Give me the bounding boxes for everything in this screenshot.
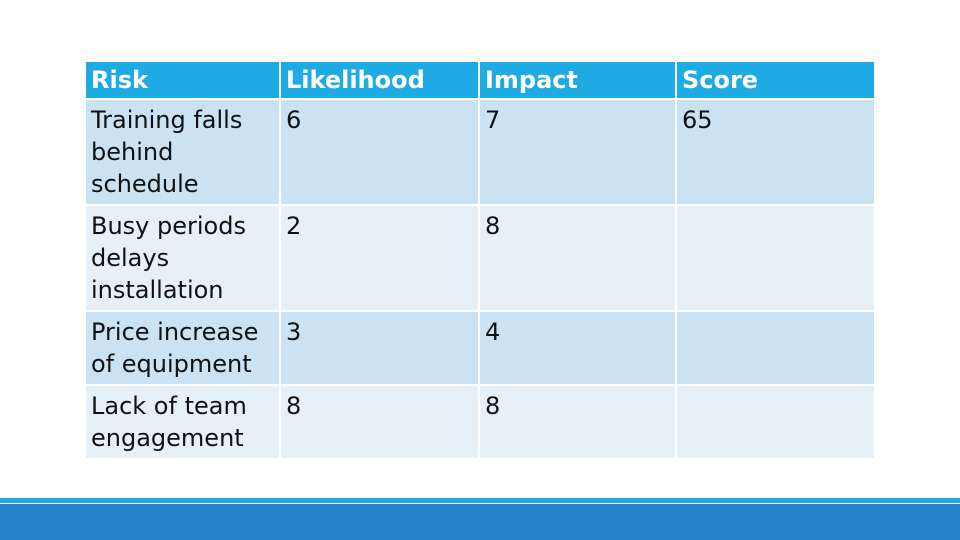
- header-likelihood: Likelihood: [280, 62, 478, 98]
- header-score: Score: [676, 62, 874, 98]
- footer-bar: [0, 504, 960, 540]
- cell-risk: Training falls behind schedule: [86, 100, 279, 204]
- header-risk: Risk: [86, 62, 279, 98]
- cell-impact: 4: [479, 312, 675, 384]
- cell-impact: 8: [479, 206, 675, 310]
- table-row: Training falls behind schedule 6 7 65: [86, 100, 874, 204]
- cell-likelihood: 8: [280, 386, 478, 458]
- cell-score: [676, 386, 874, 458]
- cell-risk: Lack of team engagement: [86, 386, 279, 458]
- cell-score: [676, 312, 874, 384]
- table-row: Lack of team engagement 8 8: [86, 386, 874, 458]
- table-header-row: Risk Likelihood Impact Score: [86, 62, 874, 98]
- cell-impact: 8: [479, 386, 675, 458]
- cell-likelihood: 2: [280, 206, 478, 310]
- risk-table: Risk Likelihood Impact Score Training fa…: [84, 60, 876, 460]
- table-row: Price increase of equipment 3 4: [86, 312, 874, 384]
- header-impact: Impact: [479, 62, 675, 98]
- cell-score: 65: [676, 100, 874, 204]
- cell-risk: Price increase of equipment: [86, 312, 279, 384]
- cell-score: [676, 206, 874, 310]
- cell-impact: 7: [479, 100, 675, 204]
- cell-likelihood: 3: [280, 312, 478, 384]
- footer-accent-line: [0, 498, 960, 503]
- cell-risk: Busy periods delays installation: [86, 206, 279, 310]
- cell-likelihood: 6: [280, 100, 478, 204]
- table-row: Busy periods delays installation 2 8: [86, 206, 874, 310]
